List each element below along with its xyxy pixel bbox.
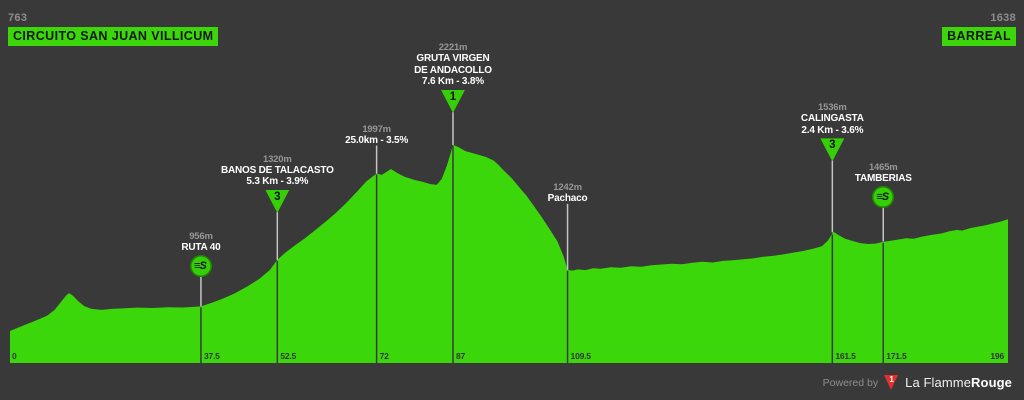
km-tick-label: 52.5 [280,351,297,361]
km-tick-label: 87 [455,351,466,361]
finish-header: 1638 BARREAL [942,12,1016,46]
km-tick-label: 196 [990,351,1004,361]
finish-location-badge: BARREAL [942,27,1016,46]
km-tick-label: 109.5 [570,351,591,361]
red-pennant-icon [884,375,899,390]
powered-by-label: Powered by [822,376,879,389]
elevation-area [10,144,1008,363]
finish-elevation: 1638 [990,12,1016,24]
km-tick-label: 72 [379,351,389,361]
brand-name: La FlammeRouge [905,375,1012,390]
km-tick-label: 171.5 [886,351,907,361]
la-flamme-rouge-logo-icon: 1 [884,374,899,391]
start-location-badge: CIRCUITO SAN JUAN VILLICUM [8,27,219,46]
km-tick-label: 161.5 [835,351,856,361]
km-tick-label: 37.5 [203,351,220,361]
km-tick-label: 0 [12,351,17,361]
start-header: 763 CIRCUITO SAN JUAN VILLICUM [8,12,219,46]
start-elevation: 763 [8,12,28,24]
footer: Powered by 1 La FlammeRouge [823,374,1012,391]
